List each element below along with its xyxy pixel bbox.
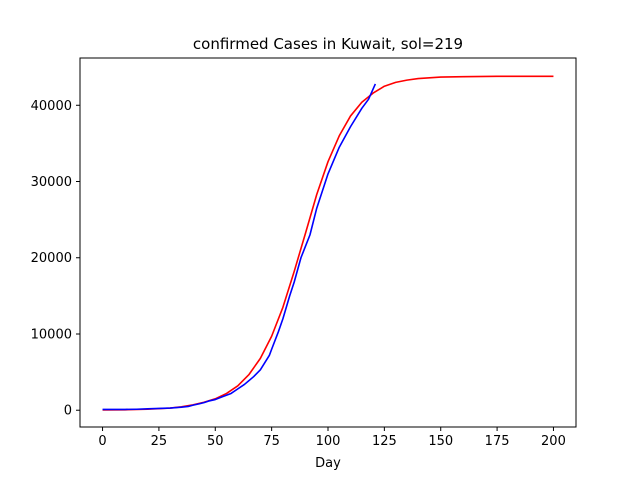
y-tick-label: 40000: [31, 99, 72, 114]
x-tick-label: 50: [207, 434, 224, 449]
x-tick-label: 125: [372, 434, 397, 449]
series-layer: [102, 75, 554, 411]
x-tick-label: 150: [428, 434, 453, 449]
series-line-2: [102, 83, 377, 411]
y-axis: 0 10000 20000 30000 40000: [31, 99, 80, 419]
x-tick-label: 100: [316, 434, 341, 449]
y-tick-label: 20000: [31, 251, 72, 266]
x-axis-label: Day: [315, 456, 341, 471]
chart-title: confirmed Cases in Kuwait, sol=219: [193, 35, 463, 53]
y-tick-label: 0: [64, 404, 72, 419]
x-axis: 0 25 50 75 100 125 150 175 200: [98, 427, 566, 449]
x-tick-label: 200: [541, 434, 566, 449]
x-tick-label: 175: [485, 434, 510, 449]
x-tick-label: 25: [151, 434, 168, 449]
x-tick-label: 75: [263, 434, 280, 449]
x-tick-label: 0: [98, 434, 106, 449]
y-tick-label: 10000: [31, 327, 72, 342]
y-tick-label: 30000: [31, 175, 72, 190]
